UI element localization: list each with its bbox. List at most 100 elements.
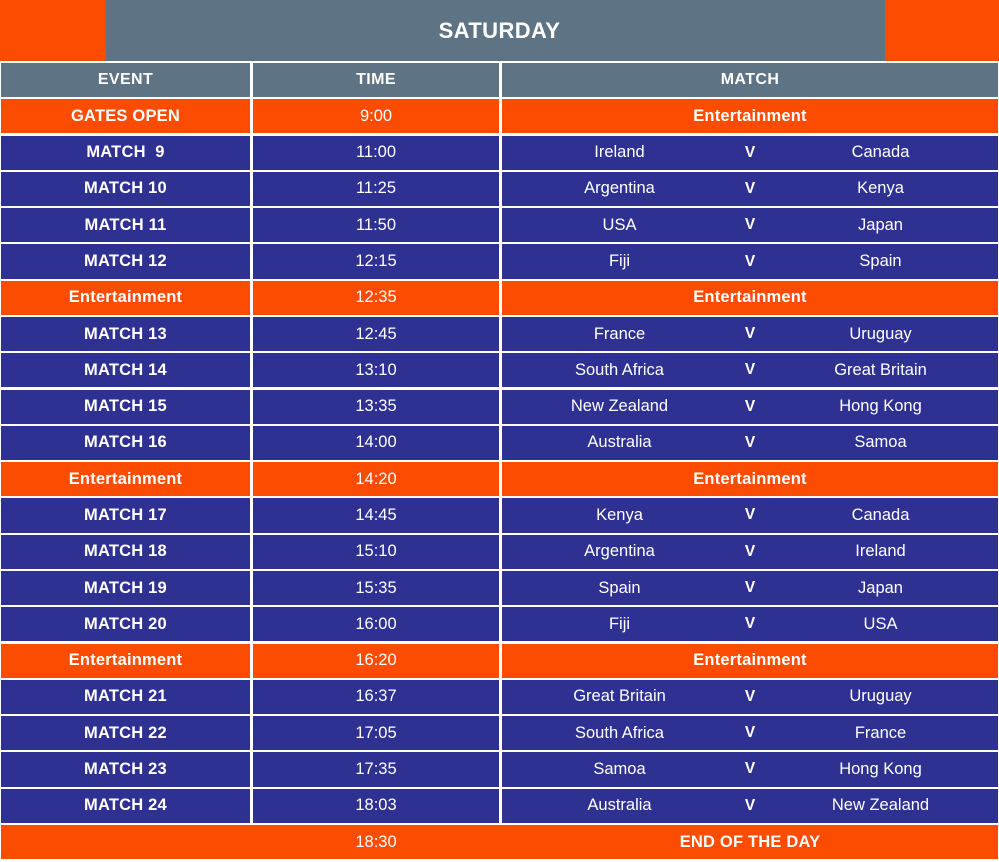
home-team-label: Great Britain (573, 687, 666, 706)
event-cell: MATCH 16 (1, 425, 250, 460)
time-cell: 18:03 (253, 788, 499, 823)
banner-left-accent (0, 0, 106, 61)
match-cell: Entertainment (502, 280, 998, 315)
event-cell: MATCH 12 (1, 244, 250, 279)
versus-label: V (744, 796, 756, 814)
match-cell: France V Uruguay (502, 316, 998, 352)
away-team-label: New Zealand (831, 796, 930, 815)
table-header-row: EVENT TIME MATCH (1, 63, 998, 98)
versus-label: V (744, 397, 756, 415)
time-label: 14:45 (355, 505, 397, 524)
event-label: Entertainment (68, 288, 183, 307)
home-team-label: USA (602, 215, 637, 234)
event-label: Entertainment (68, 651, 183, 670)
time-cell: 9:00 (253, 99, 499, 134)
time-label: 14:00 (355, 433, 397, 452)
table-row: MATCH 13 12:45 France V Uruguay (1, 316, 998, 352)
match-cell: Argentina V Kenya (502, 171, 998, 207)
match-note-label: Entertainment (693, 651, 807, 670)
event-cell: GATES OPEN (1, 99, 250, 134)
time-cell: 16:20 (253, 643, 499, 678)
time-cell: 14:00 (253, 425, 499, 460)
time-label: 17:35 (355, 759, 397, 778)
event-label: MATCH 12 (84, 252, 167, 270)
time-cell: 17:35 (253, 752, 499, 787)
event-cell: MATCH 23 (1, 752, 250, 787)
home-team-label: Australia (587, 796, 652, 815)
table-row: MATCH 12 12:15 Fiji V Spain (1, 244, 998, 279)
match-note-label: Entertainment (693, 469, 807, 488)
time-cell: 15:35 (253, 570, 499, 606)
time-label: 17:05 (355, 723, 397, 742)
versus-label: V (744, 143, 756, 161)
match-note-label: Entertainment (693, 288, 807, 307)
home-team-label: Argentina (584, 542, 655, 561)
time-cell: 14:45 (253, 498, 499, 533)
match-cell: Great Britain V Uruguay (502, 679, 998, 714)
home-team-label: Fiji (608, 252, 631, 270)
event-label: MATCH 17 (84, 505, 167, 524)
versus-label: V (744, 216, 756, 234)
time-label: 15:10 (355, 542, 397, 561)
away-team-label: Kenya (857, 179, 904, 198)
versus-label: V (744, 506, 756, 524)
away-team-label: Uruguay (849, 687, 912, 706)
home-team-label: South Africa (575, 360, 664, 379)
home-team-label: Argentina (584, 179, 655, 198)
event-label: MATCH 22 (84, 723, 167, 742)
event-label: MATCH 14 (84, 360, 167, 379)
event-label: MATCH 13 (84, 324, 167, 343)
day-banner: SATURDAY (0, 0, 999, 61)
table-row: MATCH 14 13:10 South Africa V Great Britai… (1, 353, 998, 388)
home-team-label: Kenya (596, 505, 643, 524)
time-label: 18:30 (355, 832, 397, 851)
event-label: MATCH 21 (84, 687, 167, 706)
time-cell: 16:37 (253, 679, 499, 714)
event-cell: MATCH 21 (1, 679, 250, 714)
time-cell: 16:00 (253, 607, 499, 642)
home-team-label: Samoa (593, 759, 646, 778)
time-label: 9:00 (359, 106, 393, 125)
home-team-label: Australia (587, 433, 652, 452)
away-team-label: France (854, 723, 907, 742)
event-cell: MATCH 9 (1, 135, 250, 170)
table-row: GATES OPEN 9:00 Entertainment (1, 99, 998, 134)
versus-label: V (744, 361, 756, 379)
banner-right-accent (885, 0, 999, 61)
match-cell: Australia V Samoa (502, 425, 998, 460)
event-cell: MATCH 17 (1, 498, 250, 533)
match-cell: Samoa V Hong Kong (502, 752, 998, 787)
match-cell: South Africa V Great Britain (502, 353, 998, 388)
away-team-label: Canada (851, 143, 910, 162)
event-cell: MATCH 20 (1, 607, 250, 642)
time-label: 11:25 (355, 179, 397, 198)
table-row: MATCH 19 15:35 Spain V Japan (1, 570, 998, 606)
versus-label: V (744, 252, 756, 270)
away-team-label: USA (863, 614, 898, 633)
event-cell: MATCH 10 (1, 171, 250, 207)
time-label: 16:00 (355, 614, 397, 633)
away-team-label: Hong Kong (839, 759, 922, 778)
match-cell: Entertainment (502, 99, 998, 134)
match-cell: END OF THE DAY (502, 824, 998, 860)
event-cell: MATCH 13 (1, 316, 250, 352)
time-label: 18:03 (355, 796, 397, 815)
time-label: 12:15 (355, 252, 397, 270)
schedule-table: EVENT TIME MATCH GATES OPEN 9:00 Enterta… (0, 63, 999, 860)
event-label: MATCH 15 (84, 397, 167, 416)
time-label: 12:35 (355, 288, 397, 307)
versus-label: V (744, 760, 756, 778)
table-row: MATCH 15 13:35 New Zealand V Hong Kong (1, 389, 998, 424)
match-cell: Australia V New Zealand (502, 788, 998, 823)
event-cell: MATCH 19 (1, 570, 250, 606)
table-row: MATCH 22 17:05 South Africa V France (1, 716, 998, 751)
versus-label: V (744, 542, 756, 560)
match-cell: Entertainment (502, 643, 998, 678)
versus-label: V (744, 615, 756, 633)
event-label: MATCH 9 (86, 143, 165, 162)
versus-label: V (744, 325, 756, 343)
away-team-label: Hong Kong (839, 397, 922, 416)
event-cell: Entertainment (1, 462, 250, 497)
away-team-label: Japan (858, 578, 903, 597)
away-team-label: Great Britain (834, 360, 927, 379)
